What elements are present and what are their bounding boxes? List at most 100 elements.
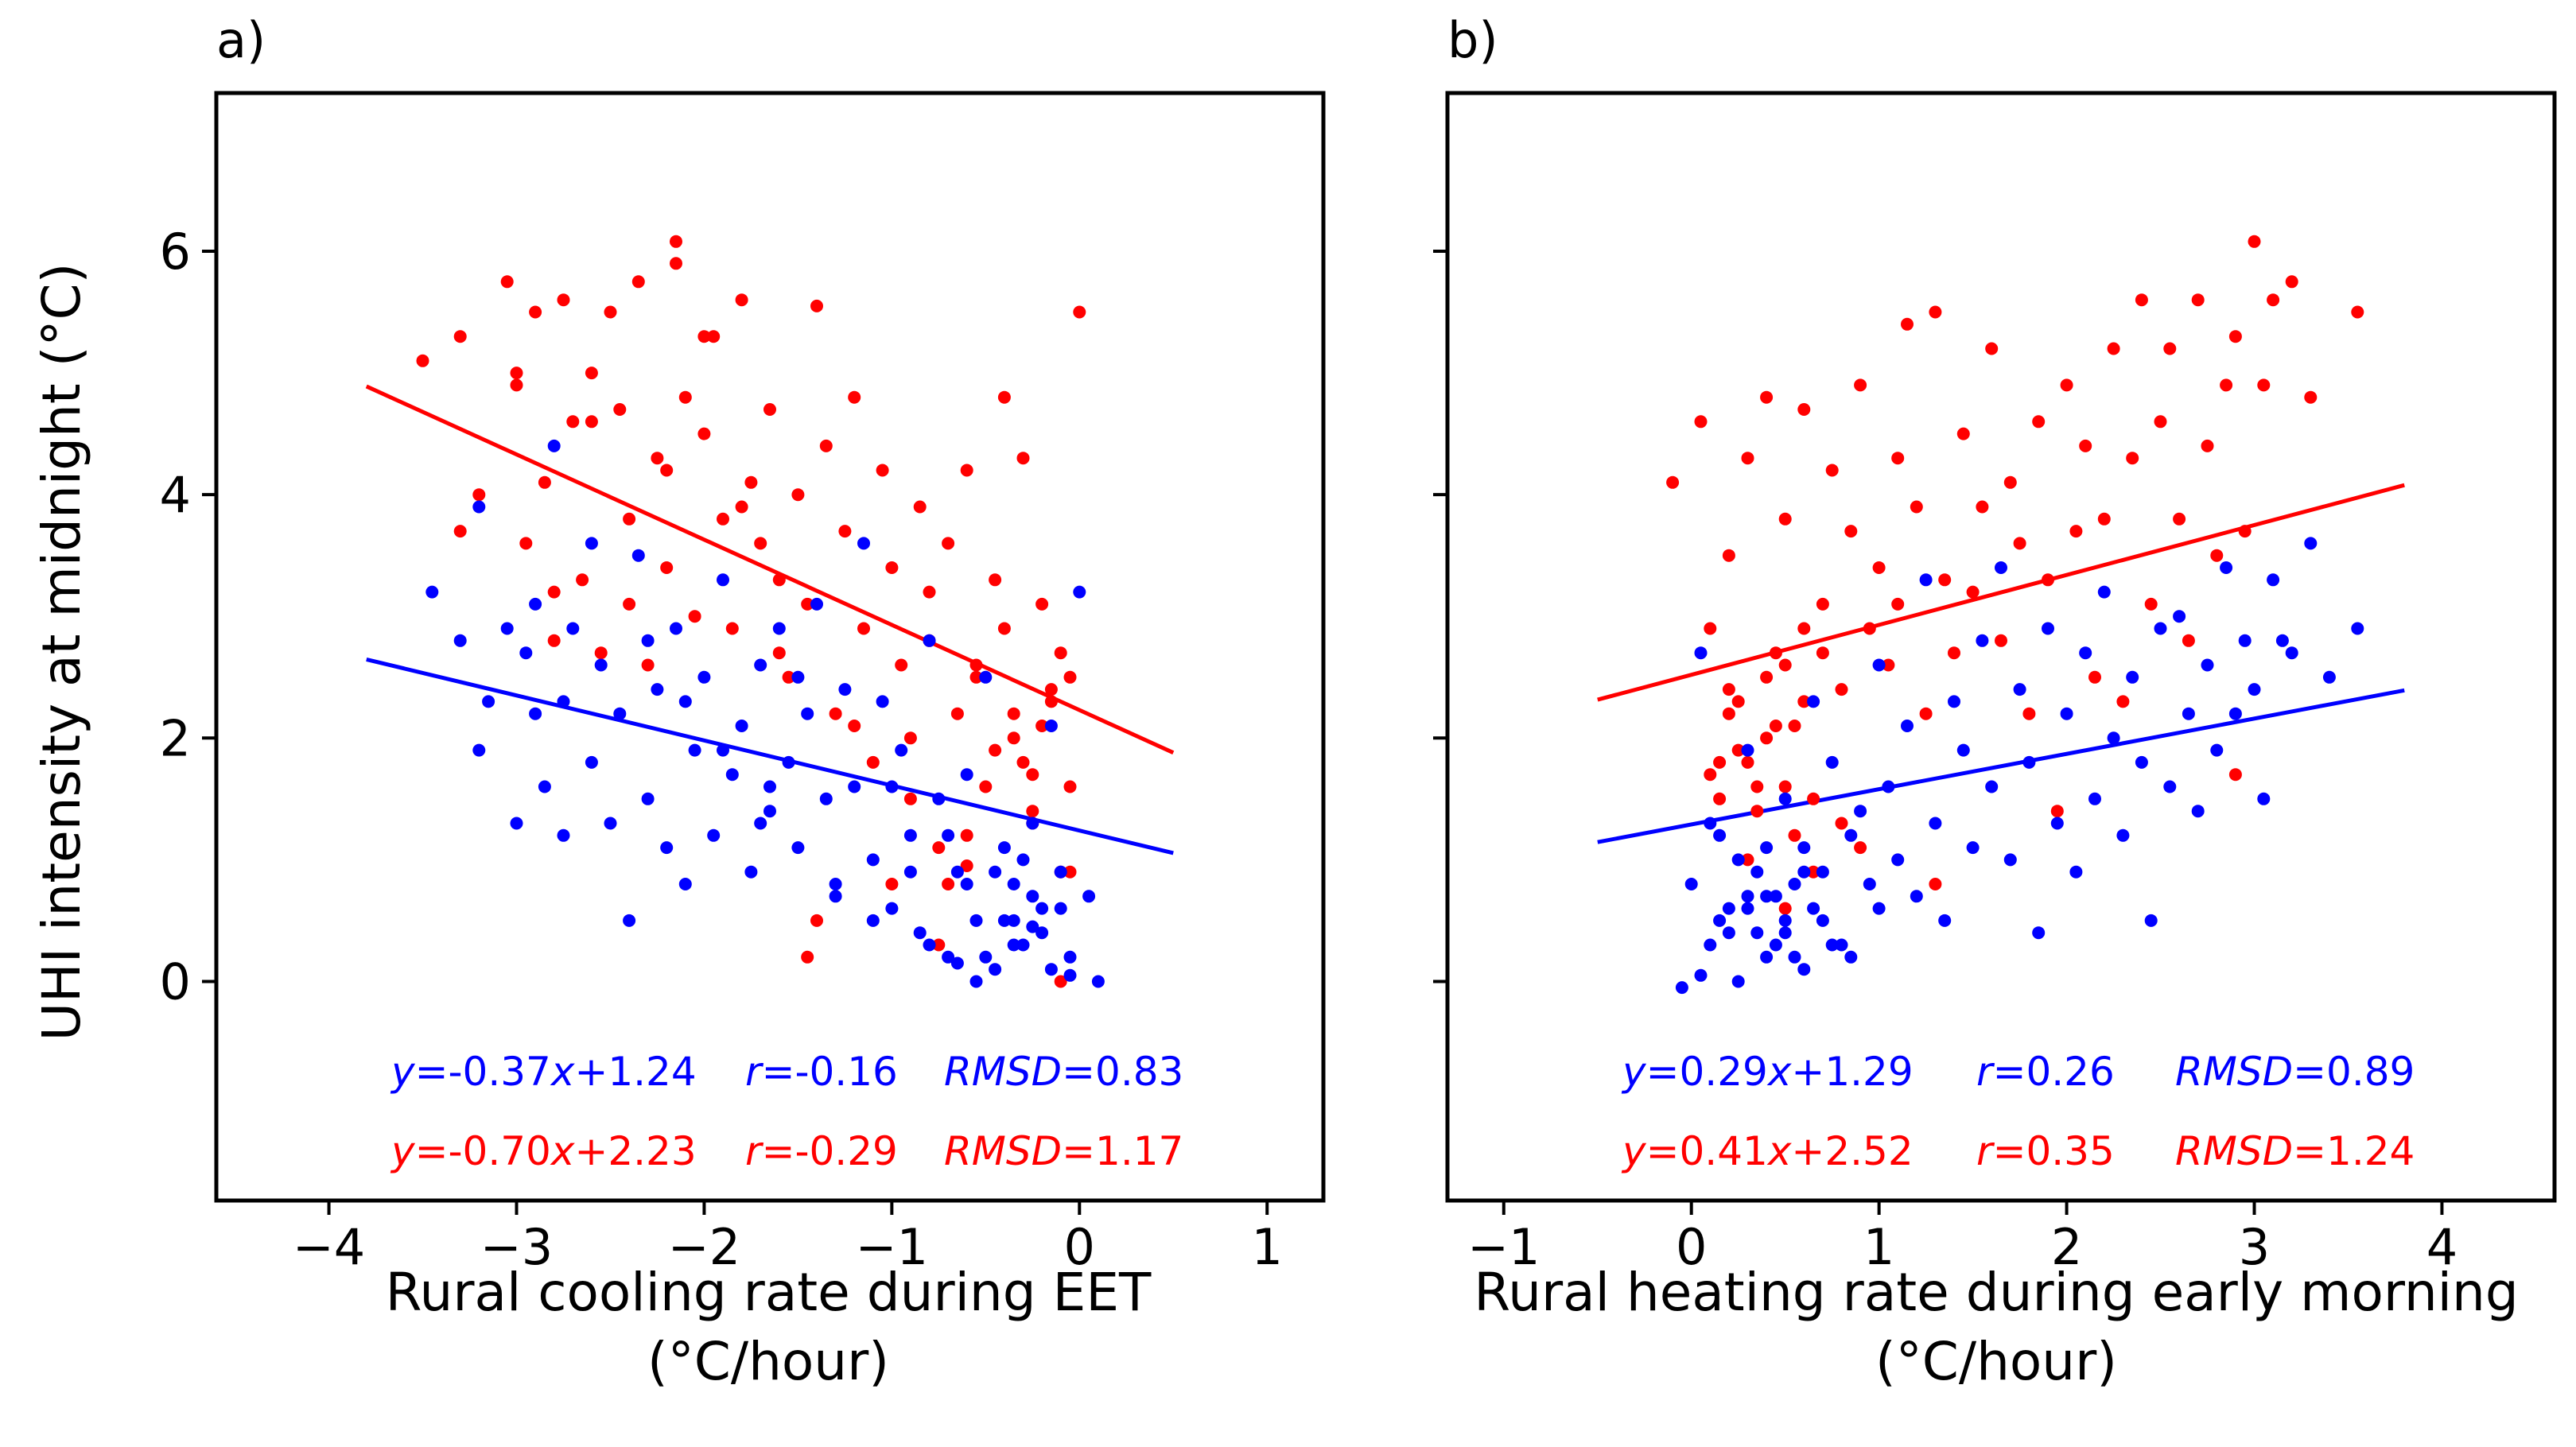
panel-a-blue-point bbox=[979, 950, 993, 964]
panel-b-red-point bbox=[1863, 622, 1876, 635]
panel-b-red-point bbox=[1769, 646, 1782, 660]
panel-a-blue-point bbox=[641, 792, 655, 805]
panel-a-red-point bbox=[932, 938, 946, 952]
panel-a-r-part: r bbox=[745, 1049, 764, 1095]
panel-b-red-point bbox=[1741, 853, 1754, 867]
panel-a-blue-point bbox=[838, 683, 852, 696]
panel-a-blue-point bbox=[1026, 817, 1039, 830]
panel-a-blue-point bbox=[923, 634, 936, 647]
panel-b-xlabel-line2: (°C/hour) bbox=[1875, 1331, 2117, 1392]
panel-a-blue-point bbox=[670, 622, 682, 635]
panel-b-blue-point bbox=[2107, 731, 2120, 745]
panel-b-blue-point bbox=[2322, 670, 2336, 684]
panel-a-blue-point bbox=[725, 768, 739, 782]
panel-b-blue-point bbox=[1713, 828, 1727, 842]
panel-a-blue-point bbox=[989, 865, 1002, 879]
panel-a-red-point bbox=[1026, 805, 1039, 818]
panel-a-red-point bbox=[1054, 646, 1067, 660]
panel-a-red-point bbox=[500, 275, 514, 289]
panel-b: b) −1 0 1 2 3 4 Rural heating rate during ear… bbox=[1433, 11, 2557, 1392]
panel-a-red-point bbox=[623, 597, 636, 611]
panel-b-red-point bbox=[1797, 695, 1811, 708]
panel-b-blue-point bbox=[1694, 646, 1708, 660]
panel-a-red-point bbox=[1007, 731, 1020, 745]
panel-a-r-part: =-0.29 bbox=[762, 1128, 898, 1174]
panel-a-xtick-label: −4 bbox=[293, 1218, 365, 1276]
panel-a-red-equation: y=-0.70x+2.23 bbox=[390, 1128, 697, 1174]
panel-b-red-point bbox=[1976, 500, 1989, 514]
panel-b-r-part: =0.35 bbox=[1993, 1128, 2115, 1174]
panel-a-red-point bbox=[472, 488, 486, 502]
panel-a-red-point bbox=[960, 859, 973, 872]
panel-a-blue-point bbox=[557, 828, 570, 842]
panel-b-red-point bbox=[1760, 390, 1774, 404]
panel-a-blue-point bbox=[763, 805, 776, 818]
panel-b-blue-point bbox=[1797, 865, 1811, 879]
panel-a-red-point bbox=[735, 500, 748, 514]
panel-b-blue-point bbox=[1976, 634, 1989, 647]
panel-a-red-point bbox=[848, 390, 861, 404]
panel-b-stats: y=0.29x+1.29 r=0.26 RMSD=0.89y=0.41x+2.52 r… bbox=[1621, 1049, 2415, 1174]
panel-a-red-point bbox=[1073, 305, 1086, 319]
panel-a-red-point bbox=[960, 464, 973, 477]
panel-b-red-point bbox=[2003, 475, 2017, 489]
panel-b-points bbox=[1666, 235, 2364, 995]
panel-b-blue-point bbox=[2079, 646, 2092, 660]
panel-b-red-point bbox=[2257, 378, 2271, 392]
panel-b-blue-point bbox=[1863, 878, 1876, 890]
panel-b-red-point bbox=[2088, 670, 2101, 684]
panel-a-red-point bbox=[529, 305, 542, 319]
panel-b-red-point bbox=[1919, 707, 1933, 720]
panel-b-red-point bbox=[2097, 512, 2111, 526]
panel-b-rmsd-part: =1.24 bbox=[2293, 1128, 2415, 1174]
panel-b-red-point bbox=[2069, 525, 2083, 538]
panel-b-blue-point bbox=[1938, 914, 1952, 927]
panel-a-blue-point bbox=[1054, 902, 1067, 915]
panel-b-blue-point bbox=[1901, 720, 1914, 732]
panel-a-red-point bbox=[903, 792, 917, 805]
panel-a-red-point bbox=[819, 439, 833, 452]
panel-b-red-point bbox=[1778, 780, 1792, 793]
panel-a-red-point bbox=[791, 488, 805, 502]
panel-a-blue-point bbox=[1007, 914, 1020, 927]
panel-a-equation-part: y bbox=[390, 1128, 416, 1174]
panel-a-points bbox=[416, 235, 1105, 988]
panel-a-red-point bbox=[604, 305, 617, 319]
panel-b-ticks: −1 0 1 2 3 4 bbox=[1433, 250, 2457, 1276]
y-axis-label: UHI intensity at midnight (°C) bbox=[31, 263, 92, 1042]
panel-a-ytick-label: 6 bbox=[160, 223, 191, 281]
panel-a-red-point bbox=[763, 403, 776, 416]
panel-b-label: b) bbox=[1447, 11, 1498, 69]
panel-a-xlabel-line2: (°C/hour) bbox=[647, 1331, 889, 1392]
panel-a-blue-point bbox=[529, 597, 542, 611]
panel-b-blue-point bbox=[1704, 817, 1717, 830]
panel-b-equation-part: x bbox=[1766, 1128, 1792, 1174]
panel-a-red-point bbox=[585, 415, 598, 429]
panel-a-red-point bbox=[866, 755, 880, 769]
panel-a-red-point bbox=[1026, 768, 1039, 782]
panel-a-red-point bbox=[641, 658, 655, 672]
panel-a-blue-point bbox=[876, 695, 889, 708]
panel-b-red-point bbox=[1816, 597, 1829, 611]
panel-b-blue-point bbox=[1985, 780, 1999, 793]
panel-b-frame bbox=[1445, 91, 2557, 1203]
panel-a-red-point bbox=[688, 610, 701, 623]
panel-a-red-point bbox=[557, 293, 570, 307]
panel-b-blue-r: r=0.26 bbox=[1976, 1049, 2115, 1095]
panel-a-red-point bbox=[585, 367, 598, 380]
panel-a-red-point bbox=[923, 585, 936, 599]
panel-a-blue-point bbox=[1082, 890, 1096, 903]
panel-a-blue-point bbox=[678, 695, 692, 708]
panel-a-red-point bbox=[829, 707, 842, 720]
panel-b-red-point bbox=[2285, 275, 2298, 289]
panel-b-blue-point bbox=[2285, 646, 2298, 660]
panel-a-blue-point bbox=[763, 780, 776, 793]
panel-a-red-point bbox=[942, 537, 955, 550]
panel-b-blue-point bbox=[1919, 573, 1933, 587]
panel-a-blue-point bbox=[566, 622, 580, 635]
panel-a-blue-point bbox=[857, 537, 870, 550]
panel-a-blue-point bbox=[631, 549, 645, 562]
panel-b-blue-point bbox=[1778, 926, 1792, 940]
panel-b-blue-point bbox=[2191, 805, 2205, 818]
